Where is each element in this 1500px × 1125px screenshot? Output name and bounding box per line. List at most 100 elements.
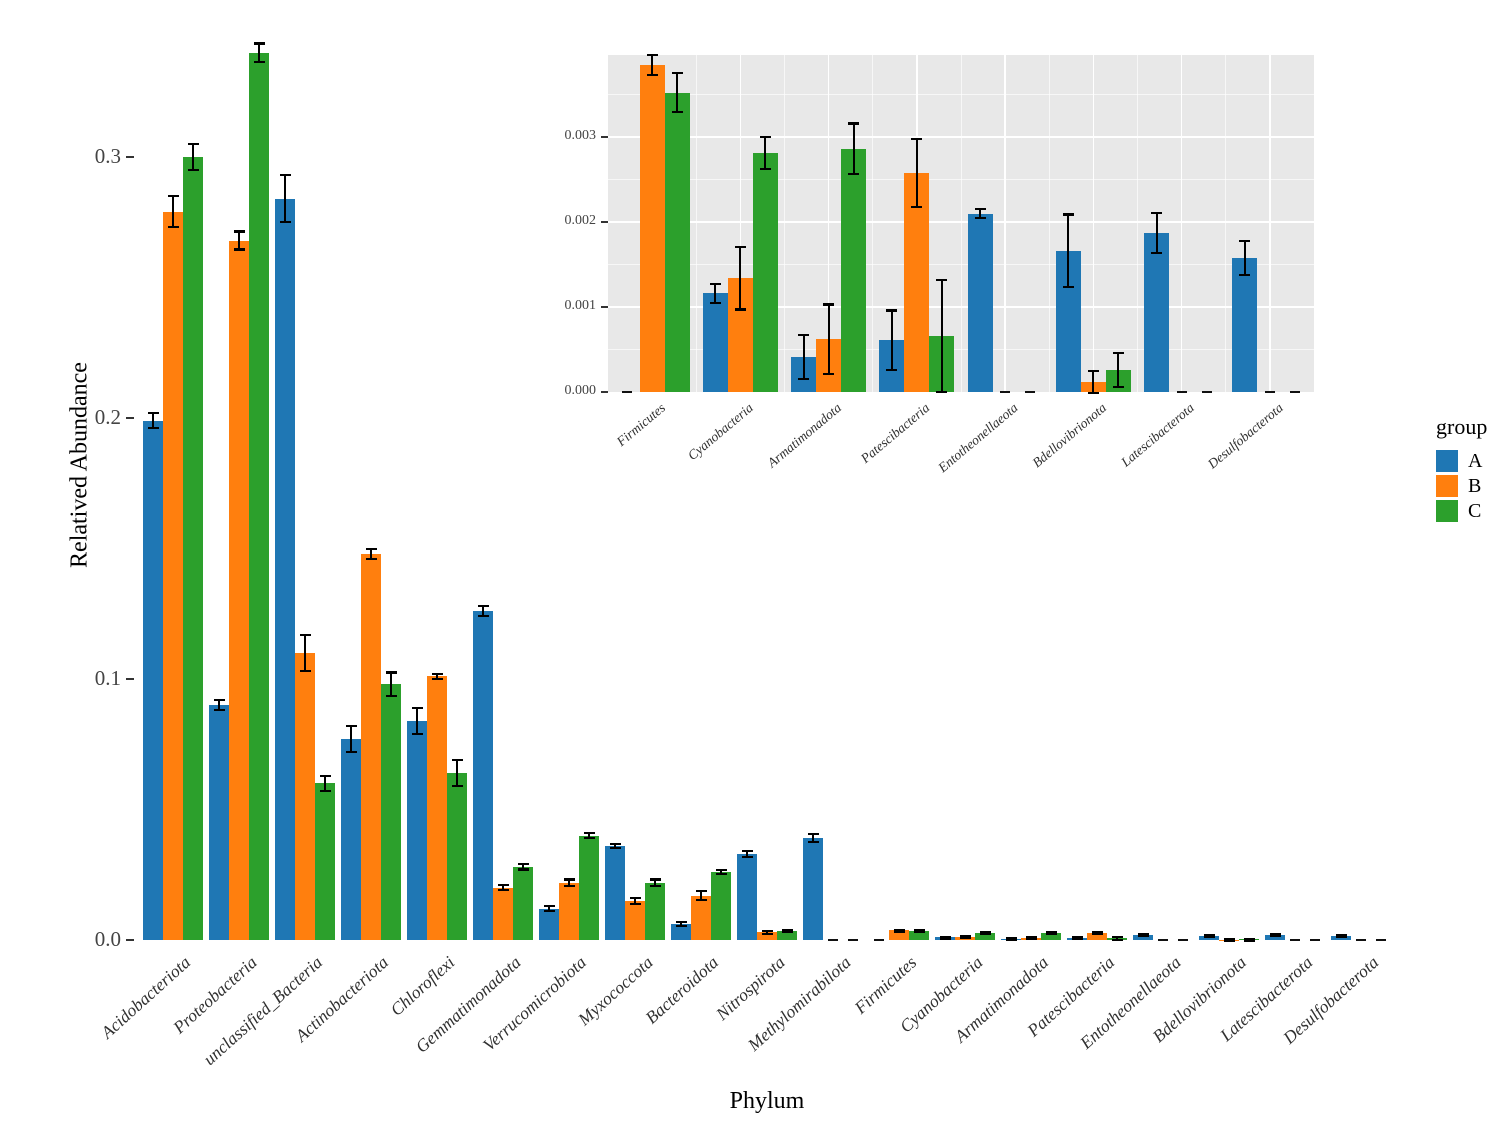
error-cap-top (187, 142, 199, 146)
error-cap-bottom (1335, 936, 1347, 939)
bar-Gemmatimonadota-B (493, 887, 513, 940)
error-cap-bottom (299, 669, 311, 673)
gridline-minor-v (960, 55, 962, 392)
error-cap-bottom (497, 889, 509, 892)
error-cap-bottom (319, 790, 331, 793)
error-cap-top (279, 174, 291, 177)
error-cap-bottom (1111, 938, 1123, 941)
gridline-minor-v (872, 55, 874, 392)
zero-dash-Latescibacterota-B (1290, 938, 1300, 941)
bar-Verrucomicrobiota-B (559, 882, 579, 940)
legend-swatch-C (1436, 500, 1458, 522)
bar-Proteobacteria-B (229, 240, 249, 940)
error-bar-Nitrospirota-A (746, 850, 748, 857)
error-cap-bottom (279, 221, 291, 224)
error-cap-bottom (147, 427, 159, 430)
error-bar-Proteobacteria-B (238, 231, 240, 250)
error-cap-top (1335, 934, 1347, 937)
error-cap-top (385, 671, 397, 674)
gridline-minor-v (1225, 55, 1227, 392)
error-cap-top (147, 411, 159, 414)
error-cap-top (1203, 933, 1215, 936)
y-tick (126, 156, 134, 158)
bar-Acidobacteriota-A (143, 420, 163, 940)
error-cap-bottom (939, 937, 951, 940)
error-cap-bottom (167, 226, 179, 229)
error-bar-Acidobacteriota-B (172, 196, 174, 228)
bar-Patescibacteria-B (1087, 933, 1107, 940)
gridline-major-v (1269, 55, 1271, 392)
gridline-major-v (1092, 55, 1095, 392)
gridline-minor-v (1137, 55, 1138, 392)
error-bar-Myxococcota-C (654, 879, 656, 886)
error-cap-top (583, 831, 595, 835)
error-cap-bottom (1223, 940, 1235, 943)
bar-unclassified_Bacteria-B (295, 652, 315, 940)
error-cap-top (213, 698, 225, 702)
error-cap-top (253, 42, 265, 45)
error-cap-bottom (411, 732, 423, 735)
gridline-major-v (1180, 55, 1183, 392)
gridline-major-v (739, 55, 742, 392)
bar-Nitrospirota-A (737, 853, 757, 940)
error-cap-bottom (583, 837, 595, 840)
error-cap-top (1269, 933, 1281, 936)
error-bar-unclassified_Bacteria-C (324, 775, 326, 792)
error-bar-Patescibacteria-C (1116, 936, 1118, 940)
bar-Actinobacteriota-B (361, 553, 381, 940)
error-cap-top (497, 884, 509, 887)
error-cap-top (345, 724, 357, 728)
error-cap-bottom (451, 784, 463, 787)
error-cap-bottom (345, 750, 357, 754)
error-bar-Acidobacteriota-C (192, 143, 194, 171)
error-bar-Gemmatimonadota-C (522, 864, 524, 870)
error-bar-Gemmatimonadota-B (502, 885, 504, 891)
error-bar-Actinobacteriota-C (390, 672, 392, 696)
error-cap-bottom (1137, 935, 1149, 938)
error-cap-bottom (233, 248, 245, 251)
error-cap-top (675, 921, 687, 924)
error-cap-bottom (807, 840, 819, 844)
inset-plot-area (608, 55, 1314, 392)
gridline-major-v (916, 55, 918, 392)
error-cap-top (543, 905, 555, 908)
error-cap-top (741, 849, 753, 852)
bar-Firmicutes-C (909, 930, 929, 940)
bar-Chloroflexi-A (407, 720, 427, 940)
zero-dash-Latescibacterota-C (1310, 938, 1320, 941)
error-cap-top (451, 758, 463, 762)
bar-Verrucomicrobiota-C (579, 835, 599, 940)
error-cap-top (411, 706, 423, 709)
error-cap-bottom (715, 873, 727, 876)
error-bar-Proteobacteria-A (218, 699, 220, 711)
zero-dash-Entotheonellaeota-C (1178, 938, 1188, 941)
bar-Acidobacteriota-B (163, 211, 183, 940)
bar-Actinobacteriota-C (381, 684, 401, 940)
y-tick (126, 939, 134, 941)
bar-Methylomirabilota-A (803, 838, 823, 940)
legend-label: A (1468, 450, 1483, 472)
y-tick-label: 0.1 (94, 665, 121, 690)
bar-Acidobacteriota-C (183, 157, 203, 940)
error-cap-bottom (609, 846, 621, 850)
error-cap-bottom (477, 615, 489, 618)
error-cap-top (365, 547, 377, 550)
error-cap-top (167, 195, 179, 198)
error-cap-bottom (913, 931, 925, 934)
error-cap-bottom (893, 930, 905, 933)
error-cap-bottom (1091, 933, 1103, 936)
error-bar-Chloroflexi-A (416, 707, 418, 734)
error-cap-bottom (187, 168, 199, 172)
error-bar-Verrucomicrobiota-A (548, 906, 550, 912)
error-bar-Gemmatimonadota-A (482, 605, 484, 617)
error-cap-top (563, 878, 575, 881)
bar-Myxococcota-B (625, 900, 645, 940)
bar-Bacteroidota-A (671, 924, 691, 940)
error-cap-top (517, 863, 529, 866)
error-cap-bottom (675, 925, 687, 928)
gridline-major-v (827, 55, 830, 392)
error-cap-bottom (385, 694, 397, 697)
error-bar-Nitrospirota-C (786, 929, 788, 933)
